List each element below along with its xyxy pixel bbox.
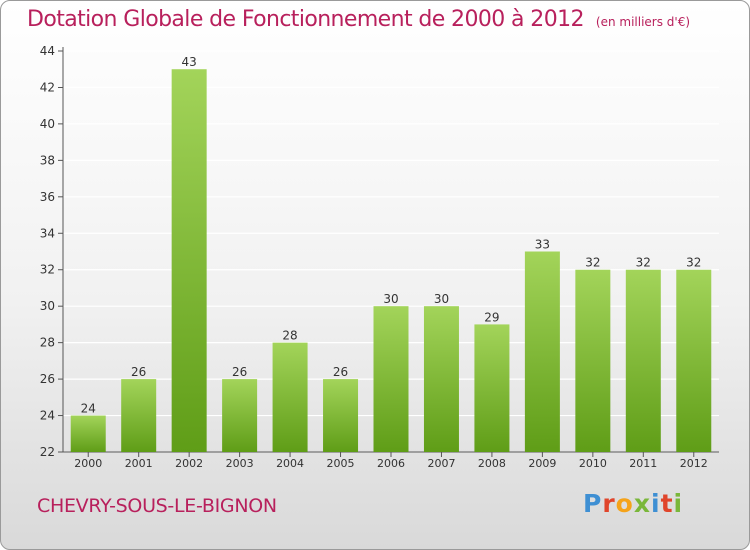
- bar: [423, 306, 459, 452]
- x-tick-label: 2006: [377, 457, 405, 470]
- x-tick-label: 2009: [528, 457, 556, 470]
- x-tick-label: 2011: [629, 457, 657, 470]
- logo-letter: t: [660, 489, 674, 518]
- y-tick-label: 32: [40, 263, 55, 277]
- logo-letter: i: [673, 489, 684, 518]
- data-label: 30: [383, 292, 398, 306]
- y-tick-label: 24: [40, 409, 55, 423]
- data-label: 29: [484, 310, 499, 324]
- y-tick-label: 34: [40, 226, 55, 240]
- bar: [323, 379, 359, 452]
- y-tick-label: 44: [40, 44, 55, 58]
- logo-letter: o: [615, 489, 634, 518]
- x-tick-label: 2007: [427, 457, 455, 470]
- bar: [676, 269, 712, 452]
- y-tick-label: 38: [40, 153, 55, 167]
- data-label: 26: [333, 365, 348, 379]
- x-tick-label: 2005: [327, 457, 355, 470]
- y-tick-label: 42: [40, 80, 55, 94]
- y-tick-label: 36: [40, 190, 55, 204]
- y-tick-label: 30: [40, 299, 55, 313]
- data-label: 28: [282, 329, 297, 343]
- chart-subtitle: (en milliers d'€): [595, 15, 691, 29]
- data-label: 32: [585, 256, 600, 270]
- data-label: 30: [434, 292, 449, 306]
- bars: [70, 69, 712, 453]
- bar: [70, 415, 106, 452]
- bar: [575, 269, 611, 452]
- data-label: 32: [686, 256, 701, 270]
- bar: [524, 251, 560, 452]
- chart-title-text: Dotation Globale de Fonctionnement de 20…: [27, 7, 585, 32]
- bar: [474, 324, 510, 452]
- x-tick-label: 2008: [478, 457, 506, 470]
- x-tick-label: 2002: [175, 457, 203, 470]
- x-tick-labels: 2000 2001 2002 2003 2004 2005 2006 2007 2008 2009…: [74, 457, 708, 470]
- data-label: 33: [535, 238, 550, 252]
- y-tick-label: 28: [40, 336, 55, 350]
- bar: [272, 342, 308, 452]
- logo-letter: r: [602, 489, 616, 518]
- data-label: 43: [182, 55, 197, 69]
- chart-title: Dotation Globale de Fonctionnement de 20…: [27, 7, 690, 32]
- logo-letter: i: [651, 489, 661, 518]
- bar: [171, 69, 207, 453]
- bar: [373, 306, 409, 452]
- x-tick-label: 2012: [680, 457, 708, 470]
- x-tick-label: 2003: [226, 457, 254, 470]
- bar: [625, 269, 661, 452]
- bar: [121, 379, 157, 452]
- data-label: 26: [131, 365, 146, 379]
- data-label: 24: [81, 402, 96, 416]
- data-label: 32: [636, 256, 651, 270]
- data-label: 26: [232, 365, 247, 379]
- y-tick-labels: 22 24 26 28 30 32 34 36 38 40 42 44: [40, 44, 55, 459]
- x-tick-label: 2001: [125, 457, 153, 470]
- bar: [222, 379, 258, 452]
- logo-letter: x: [633, 489, 651, 518]
- city-name: CHEVRY-SOUS-LE-BIGNON: [37, 495, 277, 517]
- proxiti-logo[interactable]: Proxiti: [583, 489, 683, 518]
- x-tick-label: 2000: [74, 457, 102, 470]
- data-labels: 24 26 43 26 28 26 30 30 29 33 32 32 32: [81, 55, 702, 415]
- x-tick-label: 2004: [276, 457, 304, 470]
- y-tick-label: 22: [40, 445, 55, 459]
- logo-letter: P: [583, 489, 603, 518]
- x-tick-label: 2010: [579, 457, 607, 470]
- y-tick-label: 40: [40, 117, 55, 131]
- y-tick-label: 26: [40, 372, 55, 386]
